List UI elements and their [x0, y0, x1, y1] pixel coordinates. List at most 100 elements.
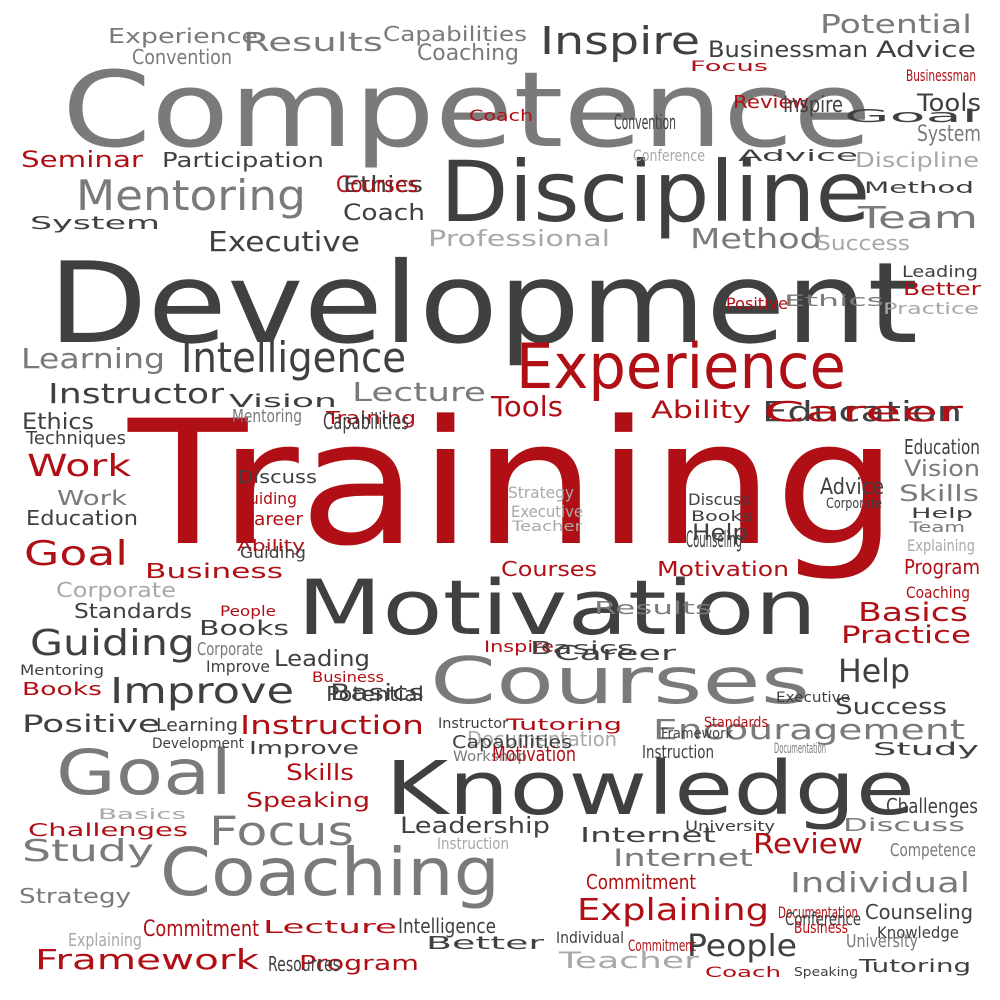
word-lecture: Lecture: [263, 917, 397, 938]
word-method: Method: [690, 222, 823, 255]
word-intelligence: Intelligence: [181, 333, 407, 382]
word-competence: Competence: [62, 49, 872, 171]
word-business: Business: [312, 670, 385, 686]
word-counseling: Counseling: [686, 528, 743, 553]
word-explaining: Explaining: [577, 893, 769, 928]
word-university: University: [846, 931, 919, 952]
word-conference: Conference: [785, 909, 862, 930]
word-mentoring: Mentoring: [76, 171, 306, 220]
word-mentoring: Mentoring: [232, 406, 302, 427]
word-seminar: Seminar: [21, 148, 143, 173]
word-potential: Potential: [820, 10, 972, 40]
word-resources: Resources: [268, 952, 341, 976]
word-techniques: Techniques: [26, 428, 127, 449]
word-skills: Skills: [899, 482, 980, 507]
word-inspire: Inspire: [540, 19, 701, 63]
word-courses: Courses: [336, 173, 419, 198]
word-instructor: Instructor: [48, 377, 225, 410]
word-individual: Individual: [790, 866, 971, 899]
word-career: Career: [241, 509, 304, 530]
word-tools: Tools: [491, 390, 564, 423]
word-success: Success: [835, 695, 948, 720]
word-training: Training: [326, 408, 416, 429]
word-improve: Improve: [206, 657, 271, 676]
word-corporate: Corporate: [826, 496, 882, 512]
word-discipline: Discipline: [855, 148, 979, 172]
word-encouragement: Encouragement: [653, 713, 966, 746]
word-development: Development: [48, 239, 919, 369]
word-instruction: Instruction: [240, 711, 424, 741]
word-better: Better: [903, 279, 981, 300]
word-knowledge: Knowledge: [385, 746, 916, 832]
word-practice: Practice: [841, 621, 971, 649]
word-guiding: Guiding: [240, 543, 306, 562]
word-coaching: Coaching: [906, 583, 971, 602]
word-individual: Individual: [556, 928, 625, 947]
word-program: Program: [299, 951, 420, 975]
word-university: University: [685, 819, 775, 835]
word-coach: Coach: [343, 201, 426, 226]
word-basics: Basics: [98, 807, 187, 823]
word-discipline: Discipline: [440, 143, 871, 241]
word-improve: Improve: [249, 738, 359, 759]
word-standards: Standards: [74, 599, 193, 623]
word-strategy: Strategy: [19, 884, 132, 908]
word-motivation: Motivation: [297, 563, 818, 652]
word-commitment: Commitment: [143, 917, 260, 942]
word-instruction: Instruction: [642, 742, 714, 763]
word-internet: Internet: [613, 844, 753, 872]
word-capabilities: Capabilities: [383, 22, 527, 46]
word-strategy: Strategy: [508, 483, 575, 502]
word-instruction: Instruction: [437, 834, 510, 853]
word-work: Work: [27, 449, 132, 484]
word-commitment: Commitment: [628, 936, 696, 955]
word-system: System: [917, 122, 981, 147]
word-review: Review: [733, 92, 809, 113]
word-people: People: [220, 604, 277, 620]
word-speaking: Speaking: [246, 788, 371, 812]
word-people: People: [687, 929, 798, 964]
word-potential: Potential: [326, 682, 424, 706]
word-corporate: Corporate: [56, 578, 176, 602]
word-goal: Goal: [844, 106, 978, 127]
word-motivation: Motivation: [492, 742, 577, 766]
word-focus: Focus: [690, 59, 769, 75]
word-teacher: Teacher: [559, 949, 699, 974]
word-help: Help: [838, 652, 911, 690]
word-documentation: Documentation: [778, 903, 859, 922]
word-results: Results: [243, 28, 383, 58]
word-vision: Vision: [229, 391, 337, 412]
word-basics: Basics: [858, 598, 968, 628]
word-motivation: Motivation: [657, 557, 790, 581]
word-ability: Ability: [237, 536, 306, 555]
word-tutoring: Tutoring: [506, 715, 622, 734]
word-improve: Improve: [110, 671, 295, 712]
word-success: Success: [816, 231, 910, 255]
word-intelligence: Intelligence: [398, 914, 496, 938]
word-conference: Conference: [633, 146, 705, 165]
word-workshop: Workshop: [453, 749, 527, 765]
word-advice: Advice: [820, 475, 884, 500]
word-career: Career: [763, 395, 963, 428]
word-advice: Advice: [738, 146, 858, 165]
word-experience: Experience: [108, 24, 259, 48]
word-internet: Internet: [580, 823, 716, 847]
word-executive: Executive: [511, 502, 583, 521]
word-study: Study: [873, 739, 979, 760]
word-experience: Experience: [516, 330, 846, 403]
word-development: Development: [152, 736, 244, 752]
word-framework: Framework: [35, 943, 259, 976]
word-guiding: Guiding: [237, 489, 297, 508]
word-results: Results: [594, 598, 712, 619]
word-better: Better: [426, 933, 545, 954]
word-basics: Basics: [330, 681, 424, 706]
word-books: Books: [199, 616, 290, 640]
word-coaching: Coaching: [160, 834, 500, 911]
word-education: Education: [762, 395, 963, 428]
word-business: Business: [794, 918, 848, 937]
word-training: Training: [128, 383, 899, 584]
word-documentation: Documentation: [774, 741, 827, 757]
word-capabilities: Capabilities: [323, 410, 409, 435]
word-vision: Vision: [904, 457, 981, 482]
word-commitment: Commitment: [586, 870, 696, 894]
